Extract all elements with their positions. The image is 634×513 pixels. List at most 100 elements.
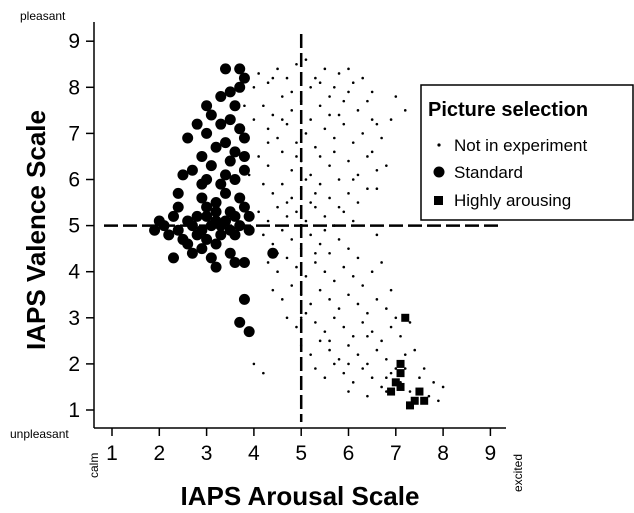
point-not-in-experiment (337, 178, 341, 181)
point-standard (238, 72, 250, 84)
point-not-in-experiment (366, 99, 369, 103)
legend-marker-square (434, 196, 443, 205)
point-not-in-experiment (333, 316, 336, 320)
point-standard (186, 247, 198, 259)
point-not-in-experiment (304, 311, 308, 315)
point-not-in-experiment (290, 168, 294, 172)
point-not-in-experiment (309, 233, 312, 237)
point-standard (229, 256, 241, 268)
point-standard (205, 109, 217, 121)
point-standard (191, 210, 203, 222)
point-not-in-experiment (337, 72, 341, 75)
point-not-in-experiment (318, 104, 322, 108)
point-standard (196, 178, 208, 190)
point-not-in-experiment (342, 325, 346, 329)
point-not-in-experiment (385, 164, 388, 167)
point-not-in-experiment (356, 256, 360, 260)
point-not-in-experiment (304, 58, 308, 61)
point-not-in-experiment (285, 201, 289, 204)
point-standard (215, 118, 227, 130)
point-not-in-experiment (356, 353, 360, 356)
point-not-in-experiment (290, 109, 294, 112)
point-not-in-experiment (385, 357, 388, 361)
point-standard (224, 114, 236, 126)
point-not-in-experiment (437, 399, 440, 403)
point-standard (186, 220, 198, 232)
point-standard (177, 169, 189, 181)
point-not-in-experiment (366, 334, 369, 338)
point-not-in-experiment (285, 316, 289, 320)
point-not-in-experiment (304, 275, 308, 278)
point-not-in-experiment (328, 164, 331, 167)
point-standard (229, 229, 241, 241)
point-not-in-experiment (347, 390, 350, 393)
point-not-in-experiment (380, 261, 383, 264)
point-not-in-experiment (342, 265, 346, 269)
point-not-in-experiment (309, 118, 312, 121)
point-not-in-experiment (333, 362, 336, 366)
point-standard (220, 187, 232, 199)
point-not-in-experiment (323, 228, 327, 232)
point-not-in-experiment (347, 90, 350, 94)
point-not-in-experiment (271, 242, 275, 246)
point-standard (182, 132, 194, 144)
point-not-in-experiment (271, 76, 275, 80)
point-not-in-experiment (328, 251, 331, 255)
x-low-end-label: calm (87, 453, 101, 478)
point-not-in-experiment (361, 367, 364, 370)
point-not-in-experiment (342, 371, 346, 375)
point-not-in-experiment (318, 182, 322, 186)
point-not-in-experiment (347, 192, 350, 195)
point-not-in-experiment (347, 247, 350, 250)
point-not-in-experiment (276, 67, 279, 71)
point-standard (243, 210, 255, 222)
point-not-in-experiment (403, 367, 407, 370)
point-not-in-experiment (323, 67, 327, 71)
point-not-in-experiment (337, 113, 341, 117)
point-not-in-experiment (262, 371, 265, 375)
point-not-in-experiment (290, 284, 294, 287)
point-not-in-experiment (356, 173, 360, 177)
point-standard (196, 192, 208, 204)
point-not-in-experiment (375, 187, 379, 191)
point-not-in-experiment (299, 344, 303, 347)
point-standard (238, 201, 250, 213)
point-not-in-experiment (385, 376, 388, 380)
y-tick-label: 7 (68, 122, 80, 145)
point-not-in-experiment (262, 233, 265, 237)
x-tick-label: 7 (390, 442, 402, 465)
point-standard (234, 316, 246, 328)
point-standard (220, 63, 232, 75)
point-not-in-experiment (351, 81, 355, 84)
point-not-in-experiment (304, 132, 308, 135)
point-not-in-experiment (295, 265, 298, 269)
y-tick-label: 5 (68, 215, 80, 238)
point-not-in-experiment (323, 330, 327, 333)
point-not-in-experiment (370, 150, 374, 154)
point-standard (172, 187, 184, 199)
point-not-in-experiment (295, 325, 298, 329)
point-not-in-experiment (356, 302, 360, 306)
point-standard (234, 192, 246, 204)
x-tick-label: 2 (153, 442, 165, 465)
point-not-in-experiment (299, 187, 303, 191)
point-standard (201, 100, 213, 112)
point-standard (215, 178, 227, 190)
point-not-in-experiment (389, 325, 393, 329)
point-not-in-experiment (309, 302, 312, 306)
point-not-in-experiment (337, 357, 341, 361)
x-tick-label: 6 (343, 442, 355, 465)
point-standard (215, 91, 227, 103)
point-standard (210, 206, 222, 218)
point-standard (224, 155, 236, 167)
point-not-in-experiment (328, 113, 331, 117)
point-not-in-experiment (309, 353, 312, 356)
point-standard (196, 150, 208, 162)
point-not-in-experiment (351, 334, 355, 338)
y-tick-label: 6 (68, 169, 80, 192)
point-not-in-experiment (370, 270, 374, 274)
legend-label-standard: Standard (454, 163, 523, 182)
point-not-in-experiment (441, 385, 445, 389)
point-not-in-experiment (422, 367, 426, 370)
point-not-in-experiment (314, 76, 317, 80)
